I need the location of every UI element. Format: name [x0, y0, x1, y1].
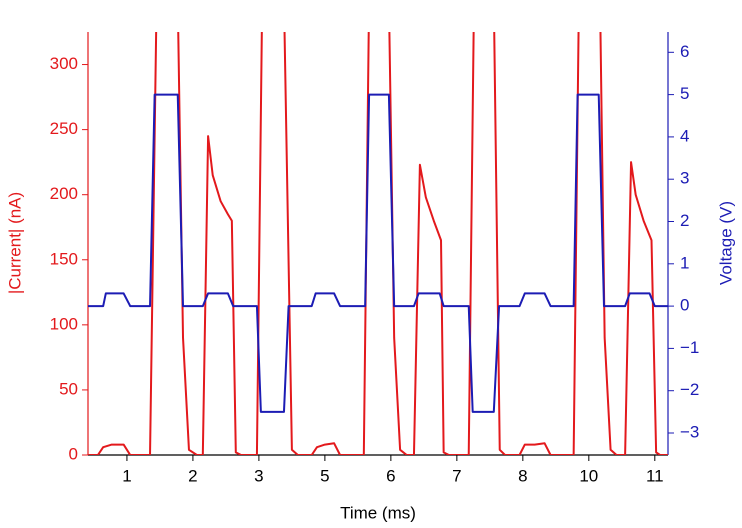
y2-tick-label: 5 — [680, 84, 689, 103]
y-tick-label: 0 — [69, 444, 78, 463]
y2-tick-label: 6 — [680, 42, 689, 61]
y-tick-label: 150 — [50, 249, 78, 268]
y2-tick-label: 0 — [680, 296, 689, 315]
x-tick-label: 11 — [646, 466, 664, 485]
x-tick-label: 7 — [452, 466, 461, 485]
x-tick-label: 10 — [579, 466, 598, 485]
y-tick-label: 300 — [50, 54, 78, 73]
x-tick-label: 5 — [320, 466, 329, 485]
y2-tick-label: −2 — [680, 380, 699, 399]
y2-tick-label: −1 — [680, 338, 699, 357]
y2-tick-label: 3 — [680, 169, 689, 188]
y2-tick-label: −3 — [680, 422, 699, 441]
y-tick-label: 50 — [59, 379, 78, 398]
series-line — [88, 32, 668, 455]
y2-tick-label: 1 — [680, 253, 689, 272]
series-line — [88, 93, 668, 413]
y-axis-title: |Current| (nA) — [5, 192, 24, 294]
x-tick-label: 1 — [122, 466, 131, 485]
y-tick-label: 100 — [50, 314, 78, 333]
x-tick-label: 8 — [518, 466, 527, 485]
x-tick-label: 3 — [254, 466, 263, 485]
y2-tick-label: 2 — [680, 211, 689, 230]
y2-tick-label: 4 — [680, 126, 689, 145]
y-tick-label: 200 — [50, 184, 78, 203]
x-tick-label: 2 — [188, 466, 197, 485]
x-tick-label: 6 — [386, 466, 395, 485]
y-tick-label: 250 — [50, 119, 78, 138]
x-axis-title: Time (ms) — [340, 503, 416, 522]
y2-axis-title: Voltage (V) — [716, 201, 735, 285]
